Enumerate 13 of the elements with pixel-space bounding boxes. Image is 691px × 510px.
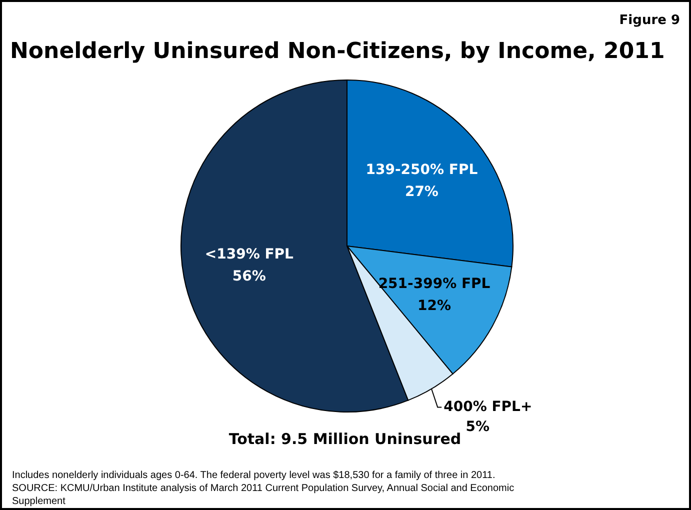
caption: Figure 9 [619, 13, 680, 28]
slice-label: 251-399% FPL [378, 276, 490, 292]
source-note: SOURCE: KCMU/Urban Institute analysis of March 2011 Current Population Survey, Annual Social and Economic Supplement [12, 483, 514, 507]
data-label: 12% [418, 298, 452, 314]
chart-title: Nonelderly Uninsured Non-Citizens, by Income, 2011 [10, 39, 665, 64]
slice-label: 400% FPL+ [444, 399, 532, 416]
data-label: 56% [232, 268, 266, 285]
slice-label: <139% FPL [204, 246, 294, 263]
text: Total: 9.5 Million Uninsured [228, 430, 462, 448]
text: Includes nonelderly individuals ages 0-64. The federal poverty level was $18,530 for a family of three in 2011. [12, 470, 496, 481]
slice-label: 139-250% FPL [366, 162, 478, 178]
data-label: 5% [466, 419, 490, 436]
data-label: 27% [404, 184, 438, 200]
